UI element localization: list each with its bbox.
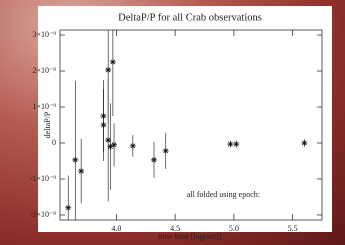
point-marker	[151, 157, 157, 163]
chart-title: DeltaP/P for all Crab observations	[118, 12, 262, 23]
point-marker	[163, 148, 169, 154]
y-tick-label: -2×10⁻⁹	[30, 210, 56, 219]
point-marker	[105, 67, 111, 73]
point-marker	[227, 141, 233, 147]
chart: DeltaP/P for all Crab observations time …	[0, 0, 345, 245]
y-tick-label: -1×10⁻⁹	[30, 174, 56, 183]
point-marker	[130, 143, 136, 149]
x-tick-label: 5.0	[229, 224, 239, 233]
y-axis-label: deltaP/P	[43, 111, 52, 138]
point-marker	[72, 157, 78, 163]
point-marker	[110, 59, 116, 65]
x-tick-label: 4.5	[170, 224, 180, 233]
point-marker	[65, 205, 71, 211]
x-tick-label: 5.5	[288, 224, 298, 233]
page: {"chart_data": {"type": "scatter", "titl…	[0, 0, 345, 245]
x-axis-label: time base [log(sec)]	[158, 232, 222, 241]
y-tick-label: 3×10⁻⁹	[32, 30, 56, 39]
point-marker	[233, 141, 239, 147]
point-marker	[100, 122, 106, 128]
x-tick-label: 4.0	[111, 224, 121, 233]
y-tick-label: 2×10⁻⁹	[32, 66, 56, 75]
point-marker	[78, 168, 84, 174]
data-layer	[65, 8, 307, 240]
y-tick-label: 1×10⁻⁹	[32, 102, 56, 111]
annotation: all folded using epoch:	[187, 190, 260, 199]
y-tick-label: 0	[52, 138, 56, 147]
point-marker	[301, 140, 307, 146]
